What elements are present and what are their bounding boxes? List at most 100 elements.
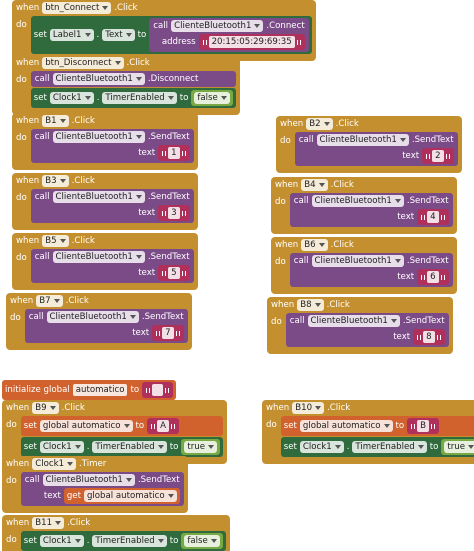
component-dropdown[interactable]: ClienteBluetooth1: [52, 73, 145, 85]
dropdown-arrow: [323, 122, 330, 126]
text-value: 6: [427, 271, 439, 283]
text-value: 5: [168, 267, 180, 279]
dropdown-arrow: [314, 303, 321, 307]
component-dropdown[interactable]: B4: [301, 179, 328, 191]
variable-dropdown[interactable]: global automatico: [299, 420, 393, 432]
event-name: .Click: [65, 296, 89, 306]
variable-dropdown[interactable]: global automatico: [39, 420, 133, 432]
event-name: .Click: [71, 176, 95, 186]
text-block: 20:15:05:29:69:35: [198, 34, 305, 50]
call-header: call ClienteBluetooth1 .SendText: [35, 191, 190, 203]
do-body: call ClienteBluetooth1 .SendText text 1: [30, 129, 194, 163]
component-dropdown[interactable]: ClienteBluetooth1: [307, 315, 400, 327]
dropdown-arrow: [157, 539, 164, 543]
boolean-value-dropdown[interactable]: true: [444, 441, 474, 453]
component-dropdown[interactable]: Clock1: [299, 441, 344, 453]
method-name: .Connect: [266, 21, 305, 31]
dropdown-arrow: [167, 494, 174, 498]
event-header: when B8 .Click: [271, 299, 449, 311]
component-dropdown[interactable]: B9: [32, 402, 59, 414]
property: Text: [105, 30, 123, 40]
argument-name: text: [397, 272, 415, 282]
call-method-block: call ClienteBluetooth1 .SendText text 1: [30, 129, 194, 163]
component-dropdown[interactable]: B5: [42, 235, 69, 247]
event-block: when B11 .Click do set Clock1. TimerEnabled to f…: [2, 515, 230, 551]
component-dropdown[interactable]: B10: [292, 402, 325, 414]
component-dropdown[interactable]: ClienteBluetooth1: [316, 134, 409, 146]
property-dropdown[interactable]: Text: [102, 29, 135, 41]
component-dropdown[interactable]: Clock1: [39, 535, 84, 547]
dropdown-arrow: [254, 24, 261, 28]
component-dropdown[interactable]: B8: [297, 299, 324, 311]
do-row: do call ClienteBluetooth1 .SendText text 6: [275, 253, 453, 287]
call-method-block: call ClienteBluetooth1 .SendText text 5: [30, 249, 194, 283]
call-label: call: [34, 74, 50, 84]
event-name: .Click: [335, 119, 359, 129]
do-label: do: [266, 420, 277, 430]
component-dropdown[interactable]: B2: [306, 118, 333, 130]
set-variable-block: set global automatico to B: [280, 416, 474, 436]
event-name: .Click: [114, 3, 138, 13]
dropdown-arrow: [315, 406, 322, 410]
component-dropdown[interactable]: B1: [42, 115, 69, 127]
method-name: .SendText: [137, 475, 180, 485]
boolean-value-dropdown[interactable]: false: [184, 535, 220, 547]
component-dropdown[interactable]: B6: [301, 239, 328, 251]
text-value: B: [417, 420, 430, 432]
component-dropdown[interactable]: B3: [42, 175, 69, 187]
do-row: do call ClienteBluetooth1 .SendText text 3: [16, 189, 194, 223]
when-label: when: [16, 236, 40, 246]
component-dropdown[interactable]: ClienteBluetooth1: [171, 20, 264, 32]
call-method-block: call ClienteBluetooth1 .SendText text 2: [294, 132, 458, 166]
method-name: .SendText: [147, 252, 190, 262]
property: TimerEnabled: [105, 93, 165, 103]
component: Clock1: [42, 442, 72, 452]
component: ClienteBluetooth1: [55, 192, 133, 202]
property-dropdown[interactable]: TimerEnabled: [92, 535, 167, 547]
boolean-value-dropdown[interactable]: true: [184, 441, 217, 453]
argument-name: text: [138, 268, 156, 278]
component-dropdown[interactable]: B7: [36, 295, 63, 307]
do-label: do: [16, 20, 27, 30]
argument-row: text get global automatico: [25, 488, 180, 504]
component-dropdown[interactable]: ClienteBluetooth1: [46, 311, 139, 323]
property-dropdown[interactable]: TimerEnabled: [352, 441, 427, 453]
set-property-block: set Label1. Text to call ClienteBluetooth1 .Co…: [30, 16, 312, 54]
dropdown-arrow: [135, 255, 142, 259]
call-header: call ClienteBluetooth1 .SendText: [294, 255, 449, 267]
component-dropdown[interactable]: Label1: [49, 29, 94, 41]
property-dropdown[interactable]: TimerEnabled: [102, 92, 177, 104]
component-dropdown[interactable]: B11: [32, 517, 65, 529]
component-dropdown[interactable]: Clock1: [32, 458, 77, 470]
call-label: call: [293, 256, 309, 266]
component-dropdown[interactable]: ClienteBluetooth1: [52, 131, 145, 143]
dropdown-arrow: [102, 6, 109, 10]
component-dropdown[interactable]: ClienteBluetooth1: [42, 474, 135, 486]
dropdown-arrow: [129, 315, 136, 319]
component-dropdown[interactable]: ClienteBluetooth1: [52, 251, 145, 263]
component-dropdown[interactable]: ClienteBluetooth1: [311, 255, 404, 267]
call-header: call ClienteBluetooth1 .Connect: [153, 20, 305, 32]
argument-row: text 2: [299, 148, 454, 164]
text-value: 7: [162, 327, 174, 339]
dropdown-arrow: [74, 539, 81, 543]
dropdown-arrow: [318, 183, 325, 187]
when-label: when: [16, 116, 40, 126]
variable-dropdown[interactable]: global automatico: [83, 490, 177, 502]
set-property-block: set Clock1. TimerEnabled to true: [20, 437, 223, 457]
component-dropdown[interactable]: btn_Connect: [42, 2, 112, 14]
when-label: when: [10, 296, 34, 306]
component-dropdown[interactable]: ClienteBluetooth1: [52, 191, 145, 203]
component-dropdown[interactable]: ClienteBluetooth1: [311, 195, 404, 207]
property-dropdown[interactable]: TimerEnabled: [92, 441, 167, 453]
component-dropdown[interactable]: Clock1: [49, 92, 94, 104]
event-block: when B4 .Click do call ClienteBluetooth1 .Send…: [271, 177, 457, 234]
event-header: when B7 .Click: [10, 295, 188, 307]
component-dropdown[interactable]: Clock1: [39, 441, 84, 453]
boolean-value-dropdown[interactable]: false: [194, 92, 230, 104]
component-dropdown[interactable]: btn_Disconnect: [42, 57, 124, 69]
get-variable-block: get global automatico: [63, 488, 180, 504]
component: ClienteBluetooth1: [55, 74, 133, 84]
